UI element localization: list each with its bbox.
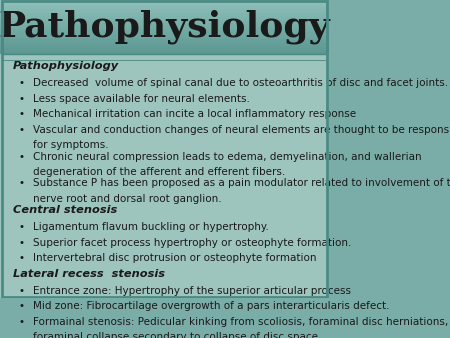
FancyBboxPatch shape xyxy=(0,29,329,30)
FancyBboxPatch shape xyxy=(0,52,329,54)
Text: •: • xyxy=(18,125,24,135)
Text: Pathophysiology: Pathophysiology xyxy=(0,9,330,44)
FancyBboxPatch shape xyxy=(0,5,329,7)
Text: •: • xyxy=(18,301,24,311)
FancyBboxPatch shape xyxy=(0,0,329,2)
FancyBboxPatch shape xyxy=(0,22,329,23)
Text: Entrance zone: Hypertrophy of the superior articular process: Entrance zone: Hypertrophy of the superi… xyxy=(33,286,351,296)
FancyBboxPatch shape xyxy=(0,0,329,54)
FancyBboxPatch shape xyxy=(0,7,329,9)
FancyBboxPatch shape xyxy=(0,34,329,36)
FancyBboxPatch shape xyxy=(0,14,329,16)
FancyBboxPatch shape xyxy=(0,41,329,43)
Text: •: • xyxy=(18,94,24,104)
FancyBboxPatch shape xyxy=(0,25,329,27)
Text: Mechanical irritation can incite a local inflammatory response: Mechanical irritation can incite a local… xyxy=(33,109,356,119)
Text: Formainal stenosis: Pedicular kinking from scoliosis, foraminal disc herniations: Formainal stenosis: Pedicular kinking fr… xyxy=(33,317,450,327)
Text: •: • xyxy=(18,178,24,188)
FancyBboxPatch shape xyxy=(0,40,329,41)
Text: Lateral recess  stenosis: Lateral recess stenosis xyxy=(13,269,165,279)
FancyBboxPatch shape xyxy=(0,23,329,25)
Text: nerve root and dorsal root ganglion.: nerve root and dorsal root ganglion. xyxy=(33,194,221,204)
Text: Ligamentum flavum buckling or hypertrophy.: Ligamentum flavum buckling or hypertroph… xyxy=(33,222,269,232)
Text: foraminal collapse secondary to collapse of disc space.: foraminal collapse secondary to collapse… xyxy=(33,332,321,338)
Text: Decreased  volume of spinal canal due to osteoarthritis of disc and facet joints: Decreased volume of spinal canal due to … xyxy=(33,78,448,88)
Text: •: • xyxy=(18,317,24,327)
FancyBboxPatch shape xyxy=(0,18,329,20)
Text: •: • xyxy=(18,222,24,232)
FancyBboxPatch shape xyxy=(0,2,329,4)
Text: •: • xyxy=(18,151,24,162)
Text: Central stenosis: Central stenosis xyxy=(13,205,117,215)
FancyBboxPatch shape xyxy=(0,50,329,52)
Text: degeneration of the afferent and efferent fibers.: degeneration of the afferent and efferen… xyxy=(33,167,285,177)
FancyBboxPatch shape xyxy=(0,30,329,32)
Text: •: • xyxy=(18,109,24,119)
Text: Chronic neural compression leads to edema, demyelination, and wallerian: Chronic neural compression leads to edem… xyxy=(33,151,422,162)
Text: •: • xyxy=(18,253,24,263)
FancyBboxPatch shape xyxy=(0,48,329,50)
Text: •: • xyxy=(18,286,24,296)
Text: •: • xyxy=(18,238,24,248)
FancyBboxPatch shape xyxy=(0,27,329,29)
Text: for symptoms.: for symptoms. xyxy=(33,140,108,150)
Text: Substance P has been proposed as a pain modulator related to involvement of the: Substance P has been proposed as a pain … xyxy=(33,178,450,188)
Text: Pathophysiology: Pathophysiology xyxy=(13,61,119,71)
Text: Vascular and conduction changes of neural elements are thought to be responsible: Vascular and conduction changes of neura… xyxy=(33,125,450,135)
FancyBboxPatch shape xyxy=(0,43,329,45)
Text: Intervertebral disc protrusion or osteophyte formation: Intervertebral disc protrusion or osteop… xyxy=(33,253,316,263)
FancyBboxPatch shape xyxy=(0,4,329,5)
Text: •: • xyxy=(18,78,24,88)
FancyBboxPatch shape xyxy=(0,38,329,40)
FancyBboxPatch shape xyxy=(0,47,329,48)
FancyBboxPatch shape xyxy=(0,9,329,11)
FancyBboxPatch shape xyxy=(0,54,329,298)
Text: Superior facet process hypertrophy or osteophyte formation.: Superior facet process hypertrophy or os… xyxy=(33,238,351,248)
FancyBboxPatch shape xyxy=(0,36,329,38)
FancyBboxPatch shape xyxy=(0,16,329,18)
Text: Less space available for neural elements.: Less space available for neural elements… xyxy=(33,94,250,104)
FancyBboxPatch shape xyxy=(0,11,329,13)
FancyBboxPatch shape xyxy=(0,45,329,47)
FancyBboxPatch shape xyxy=(0,32,329,34)
FancyBboxPatch shape xyxy=(0,20,329,22)
Text: Mid zone: Fibrocartilage overgrowth of a pars interarticularis defect.: Mid zone: Fibrocartilage overgrowth of a… xyxy=(33,301,389,311)
FancyBboxPatch shape xyxy=(0,13,329,14)
